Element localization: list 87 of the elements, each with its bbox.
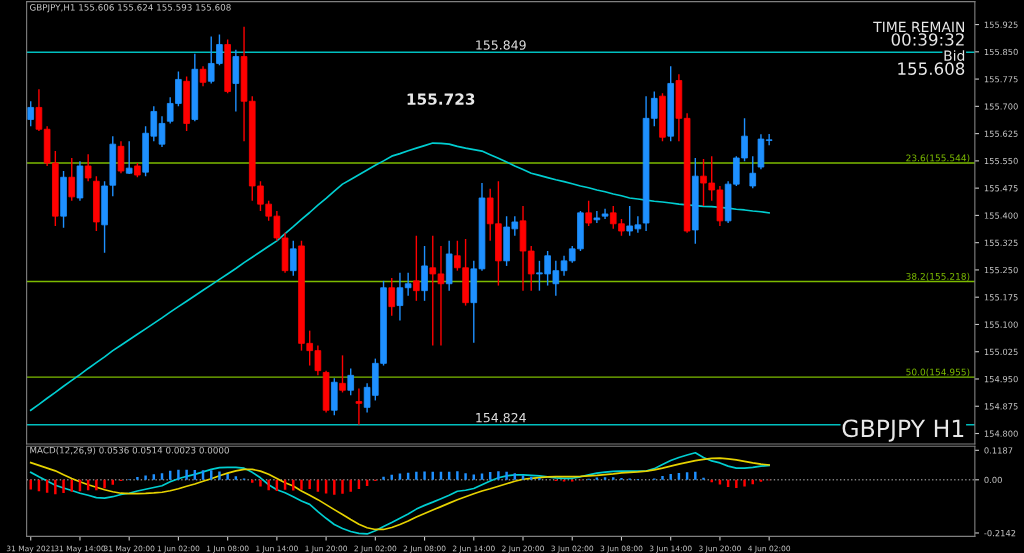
y-tick-label: 155.850 [984, 48, 1018, 56]
candlestick [585, 200, 592, 227]
bar [54, 479, 57, 495]
bar [743, 479, 746, 487]
annotation: 155.723 [407, 93, 475, 105]
candlestick [35, 88, 43, 132]
candlestick [413, 235, 420, 302]
y-tick-label: 155.400 [984, 212, 1018, 219]
y-tick-label: 154.875 [984, 403, 1018, 410]
candlestick [84, 153, 92, 182]
line-series [29, 142, 770, 412]
bar [603, 477, 607, 480]
bar [694, 471, 697, 480]
bar [300, 479, 303, 490]
bar [144, 475, 147, 480]
bar [349, 479, 352, 492]
bar [669, 474, 672, 480]
y-tick-label: 155.025 [984, 348, 1018, 356]
candlestick [593, 210, 601, 224]
y-tick-label: 155.175 [984, 294, 1018, 301]
bar [521, 475, 525, 480]
y-tick-label: -0.2142 [984, 529, 1016, 537]
bar [29, 479, 32, 490]
y-tick-label: 0.1187 [984, 447, 1013, 454]
candlestick [125, 140, 133, 175]
candlestick [289, 240, 297, 277]
text: 155.608 [898, 62, 965, 75]
ref-line-label: 38.2(155.218) [906, 272, 970, 281]
bar [710, 479, 713, 483]
candlestick [749, 155, 757, 189]
bar [341, 479, 344, 494]
candlestick [347, 367, 354, 397]
y-tick-label: 154.950 [984, 375, 1018, 383]
bar [382, 476, 385, 480]
bar [177, 469, 180, 480]
y-tick-label: 155.250 [984, 266, 1018, 274]
text: 00:39:32 [891, 33, 964, 46]
y-tick-label: 155.475 [984, 185, 1018, 192]
bar [292, 479, 295, 491]
bar [259, 479, 262, 487]
bar [456, 471, 459, 480]
y-tick-label: 155.625 [984, 130, 1018, 137]
bar [308, 479, 311, 489]
chart-title: MACD(12,26,9) 0.0536 0.0514 0.0023 0.0000 [30, 446, 229, 455]
text: TIME REMAIN [873, 21, 964, 32]
candlestick [355, 387, 363, 426]
y-tick-label: 155.775 [984, 76, 1018, 83]
bar [152, 474, 156, 480]
bar [415, 471, 418, 480]
y-tick-label: 155.325 [984, 239, 1018, 246]
candlestick [404, 272, 412, 297]
bar [464, 473, 467, 480]
ref-line-label: 155.849 [476, 40, 526, 50]
text: Bid [944, 50, 965, 61]
y-tick-label: 0.00 [984, 476, 1002, 484]
bar [95, 479, 98, 491]
bar [661, 476, 664, 480]
bar [333, 479, 336, 495]
bar [62, 479, 65, 493]
candlestick [396, 272, 404, 322]
candlestick [339, 354, 346, 394]
y-tick-label: 155.100 [984, 321, 1018, 328]
y-tick-label: 155.550 [984, 157, 1018, 165]
candlestick [765, 133, 773, 146]
bar [267, 479, 270, 491]
y-tick-label: 155.700 [984, 103, 1018, 110]
candlestick [388, 277, 396, 317]
bar [735, 479, 738, 488]
candlestick [27, 100, 35, 128]
bar [505, 471, 508, 480]
candlestick [68, 157, 76, 202]
bar [226, 474, 229, 480]
bar [612, 477, 615, 480]
y-tick-label: 155.925 [984, 21, 1018, 28]
y-tick-label: 154.800 [984, 430, 1018, 437]
ref-line-label: 50.0(154.955) [906, 368, 970, 377]
ref-line-label: 23.6(155.544) [906, 154, 970, 163]
bar [136, 477, 139, 480]
text: GBPJPY H1 [842, 419, 964, 442]
bar [218, 471, 221, 480]
chart-title: GBPJPY,H1 155.606 155.624 155.593 155.608 [29, 4, 231, 13]
bar [103, 479, 106, 489]
bar [497, 471, 500, 480]
bar [185, 469, 188, 480]
bar [423, 471, 426, 480]
candlestick [199, 65, 207, 88]
ref-line-label: 154.824 [476, 412, 526, 423]
